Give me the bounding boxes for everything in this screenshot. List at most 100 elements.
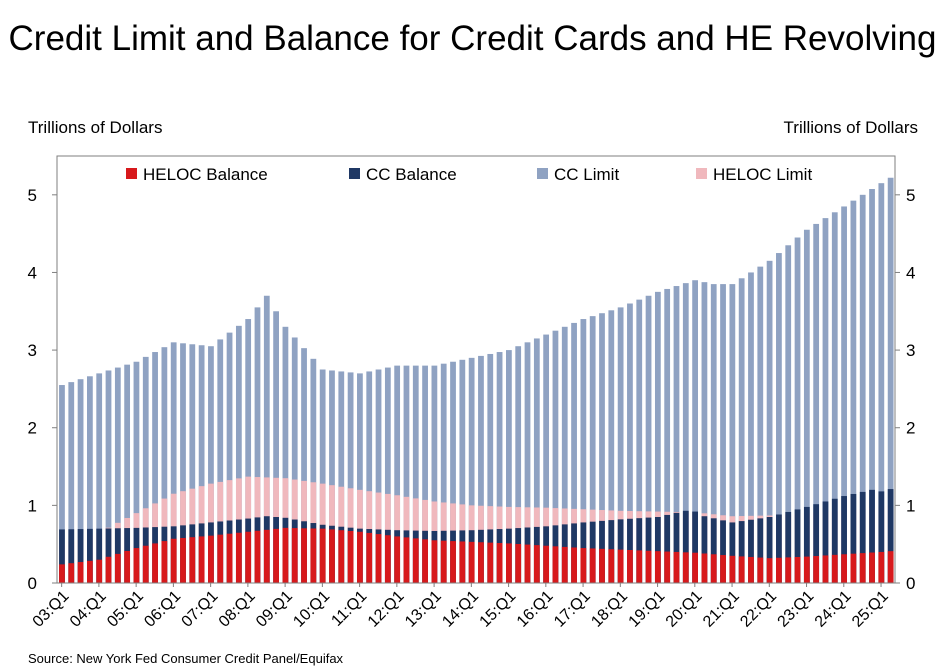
cc-balance-bar bbox=[682, 510, 689, 583]
cc-limit-bar bbox=[627, 303, 633, 583]
cc-balance-bar bbox=[766, 517, 773, 583]
x-tick-label: 23:Q1 bbox=[775, 588, 818, 631]
cc-limit-bar bbox=[87, 376, 93, 583]
bar-group bbox=[552, 330, 559, 583]
heloc-balance-bar bbox=[831, 554, 838, 583]
x-tick-label: 20:Q1 bbox=[663, 588, 706, 631]
cc-limit-bar bbox=[254, 307, 261, 583]
heloc-balance-bar bbox=[608, 549, 615, 583]
cc-balance-bar bbox=[869, 489, 875, 583]
cc-balance-bar bbox=[748, 519, 754, 583]
cc-balance-bar bbox=[692, 511, 698, 583]
cc-limit-bar bbox=[785, 245, 792, 583]
cc-limit-bar bbox=[850, 200, 857, 583]
heloc-balance-bar bbox=[198, 536, 205, 583]
cc-limit-bar bbox=[589, 316, 596, 584]
heloc-balance-bar bbox=[87, 560, 93, 583]
heloc-balance-bar bbox=[114, 553, 121, 583]
heloc-balance-bar bbox=[850, 553, 857, 583]
bar-group bbox=[813, 223, 820, 583]
bar-group bbox=[422, 365, 428, 583]
y-tick-label-right: 0 bbox=[906, 574, 915, 593]
heloc-balance-bar bbox=[282, 527, 289, 583]
heloc-balance-bar bbox=[329, 529, 335, 583]
bar-group bbox=[701, 282, 708, 583]
bar-group bbox=[654, 291, 661, 583]
bar-group bbox=[757, 266, 764, 583]
heloc-balance-bar bbox=[803, 556, 810, 583]
chart-title: Credit Limit and Balance for Credit Card… bbox=[8, 19, 937, 58]
heloc-balance-bar bbox=[422, 539, 428, 583]
heloc-balance-bar bbox=[720, 555, 726, 583]
bar-group bbox=[887, 177, 894, 584]
cc-limit-bar bbox=[878, 183, 885, 584]
heloc-balance-bar bbox=[105, 556, 112, 583]
bar-group bbox=[589, 316, 596, 584]
cc-limit-bar bbox=[245, 319, 252, 583]
heloc-balance-bar bbox=[478, 542, 484, 583]
cc-limit-bar bbox=[170, 342, 177, 583]
bar-group bbox=[468, 357, 475, 583]
cc-limit-bar bbox=[319, 369, 326, 583]
cc-limit-bar bbox=[273, 311, 279, 583]
bar-group bbox=[561, 326, 568, 583]
y-tick-label-left: 3 bbox=[28, 341, 37, 360]
cc-limit-bar bbox=[366, 371, 373, 583]
heloc-balance-bar bbox=[878, 551, 885, 583]
plot-border bbox=[56, 155, 896, 584]
cc-limit-bar bbox=[198, 345, 205, 583]
bar-group bbox=[105, 370, 112, 583]
heloc-balance-bar bbox=[813, 556, 820, 583]
bar-group bbox=[841, 206, 847, 583]
cc-limit-bar bbox=[310, 358, 317, 583]
bar-group bbox=[506, 350, 512, 583]
heloc-balance-bar bbox=[394, 536, 401, 583]
heloc-balance-bar bbox=[468, 541, 475, 583]
x-tick-label: 15:Q1 bbox=[477, 588, 520, 631]
cc-limit-bar bbox=[291, 337, 298, 583]
cc-limit-bar bbox=[654, 291, 661, 583]
heloc-balance-bar bbox=[841, 554, 847, 583]
cc-balance-bar bbox=[785, 511, 792, 583]
heloc-balance-bar bbox=[357, 531, 363, 583]
heloc-balance-bar bbox=[682, 552, 689, 583]
x-tick-label: 04:Q1 bbox=[67, 588, 110, 631]
heloc-balance-bar bbox=[571, 547, 577, 583]
y-tick-label-right: 4 bbox=[906, 263, 915, 282]
heloc-balance-bar bbox=[440, 540, 447, 583]
left-axis-unit-label: Trillions of Dollars bbox=[28, 118, 163, 137]
heloc-balance-bar bbox=[738, 556, 745, 583]
heloc-balance-bar bbox=[133, 548, 140, 583]
cc-balance-bar bbox=[757, 518, 764, 583]
cc-limit-bar bbox=[682, 283, 689, 583]
legend-swatch bbox=[696, 168, 707, 179]
cc-limit-bar bbox=[124, 364, 131, 583]
cc-limit-bar bbox=[77, 379, 84, 583]
cc-limit-bar bbox=[189, 344, 196, 583]
heloc-balance-bar bbox=[319, 528, 326, 583]
cc-limit-bar bbox=[329, 370, 335, 583]
cc-limit-bar bbox=[859, 194, 866, 583]
heloc-balance-bar bbox=[273, 528, 279, 583]
heloc-balance-bar bbox=[692, 552, 698, 583]
y-tick-label-left: 4 bbox=[28, 263, 37, 282]
heloc-balance-bar bbox=[552, 546, 559, 583]
heloc-balance-bar bbox=[431, 540, 438, 583]
heloc-balance-bar bbox=[161, 541, 168, 583]
cc-limit-bar bbox=[440, 363, 447, 583]
x-tick-label: 03:Q1 bbox=[30, 588, 73, 631]
cc-balance-bar bbox=[96, 528, 103, 583]
bar-group bbox=[235, 325, 242, 583]
cc-limit-bar bbox=[394, 365, 401, 583]
heloc-balance-bar bbox=[766, 558, 773, 583]
cc-balance-bar bbox=[664, 514, 671, 583]
cc-limit-bar bbox=[776, 253, 782, 584]
cc-limit-bar bbox=[766, 260, 773, 583]
cc-balance-bar bbox=[738, 521, 745, 583]
cc-limit-bar bbox=[478, 355, 484, 583]
heloc-balance-bar bbox=[217, 534, 224, 583]
cc-limit-bar bbox=[543, 334, 550, 583]
bar-group bbox=[720, 284, 726, 583]
bar-group bbox=[878, 183, 885, 584]
cc-limit-bar bbox=[235, 325, 242, 583]
